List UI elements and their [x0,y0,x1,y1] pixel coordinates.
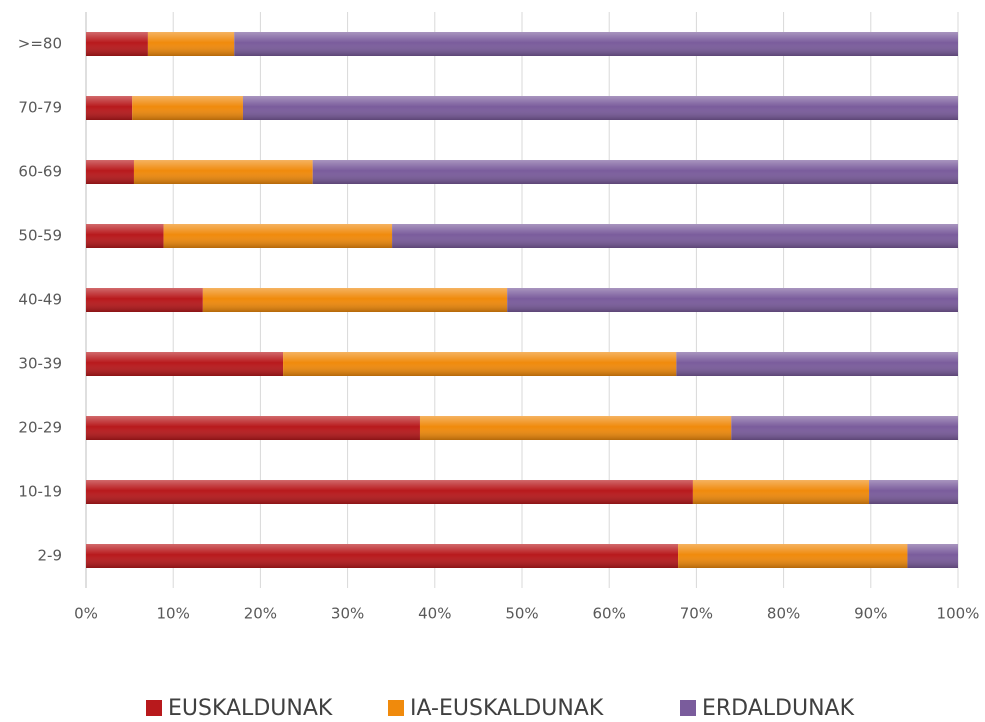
bar-shade [163,224,393,248]
legend-swatch [680,700,696,716]
bar-shade [419,416,732,440]
bar-shade [692,480,870,504]
y-tick-label: 10-19 [18,483,62,501]
legend: EUSKALDUNAK IA-EUSKALDUNAK ERDALDUNAK [146,696,855,721]
y-tick-label: 70-79 [18,99,62,117]
y-tick-label: 50-59 [18,227,62,245]
legend-label: IA-EUSKALDUNAK [410,696,604,721]
y-tick-label: 20-29 [18,419,62,437]
bar-shade [86,32,148,56]
bar-shade [312,160,959,184]
legend-label: ERDALDUNAK [702,696,855,721]
bar-shade [507,288,958,312]
bar-shade [907,544,958,568]
bar-shade [676,352,958,376]
bar-shade [242,96,958,120]
x-tick-label: 10% [157,605,190,623]
legend-swatch [388,700,404,716]
bar-shade [731,416,958,440]
x-tick-label: 30% [331,605,364,623]
bar-shade [392,224,958,248]
bar-shade [678,544,908,568]
bar-shade [869,480,958,504]
bar-shade [86,96,133,120]
bar-shade [86,544,679,568]
bar-shade [132,96,243,120]
bar-shade [147,32,235,56]
x-tick-label: 70% [680,605,713,623]
y-tick-label: 2-9 [38,547,63,565]
y-tick-label: 30-39 [18,355,62,373]
x-tick-label: 80% [767,605,800,623]
bar-shade [86,352,284,376]
bar-shade [86,416,420,440]
bar-shade [86,160,134,184]
bar-shade [86,224,164,248]
x-tick-label: 20% [244,605,277,623]
bar-shade [234,32,959,56]
x-tick-label: 50% [505,605,538,623]
x-tick-label: 0% [74,605,98,623]
x-tick-label: 40% [418,605,451,623]
bar-shade [283,352,677,376]
bar-shade [86,288,203,312]
legend-swatch [146,700,162,716]
bar-shade [202,288,508,312]
y-tick-label: 40-49 [18,291,62,309]
x-tick-label: 60% [593,605,626,623]
bar-shade [86,480,693,504]
y-tick-label: >=80 [18,35,62,53]
legend-label: EUSKALDUNAK [168,696,333,721]
bar-shade [133,160,313,184]
y-tick-label: 60-69 [18,163,62,181]
x-tick-label: 90% [854,605,887,623]
x-tick-label: 100% [937,605,980,623]
